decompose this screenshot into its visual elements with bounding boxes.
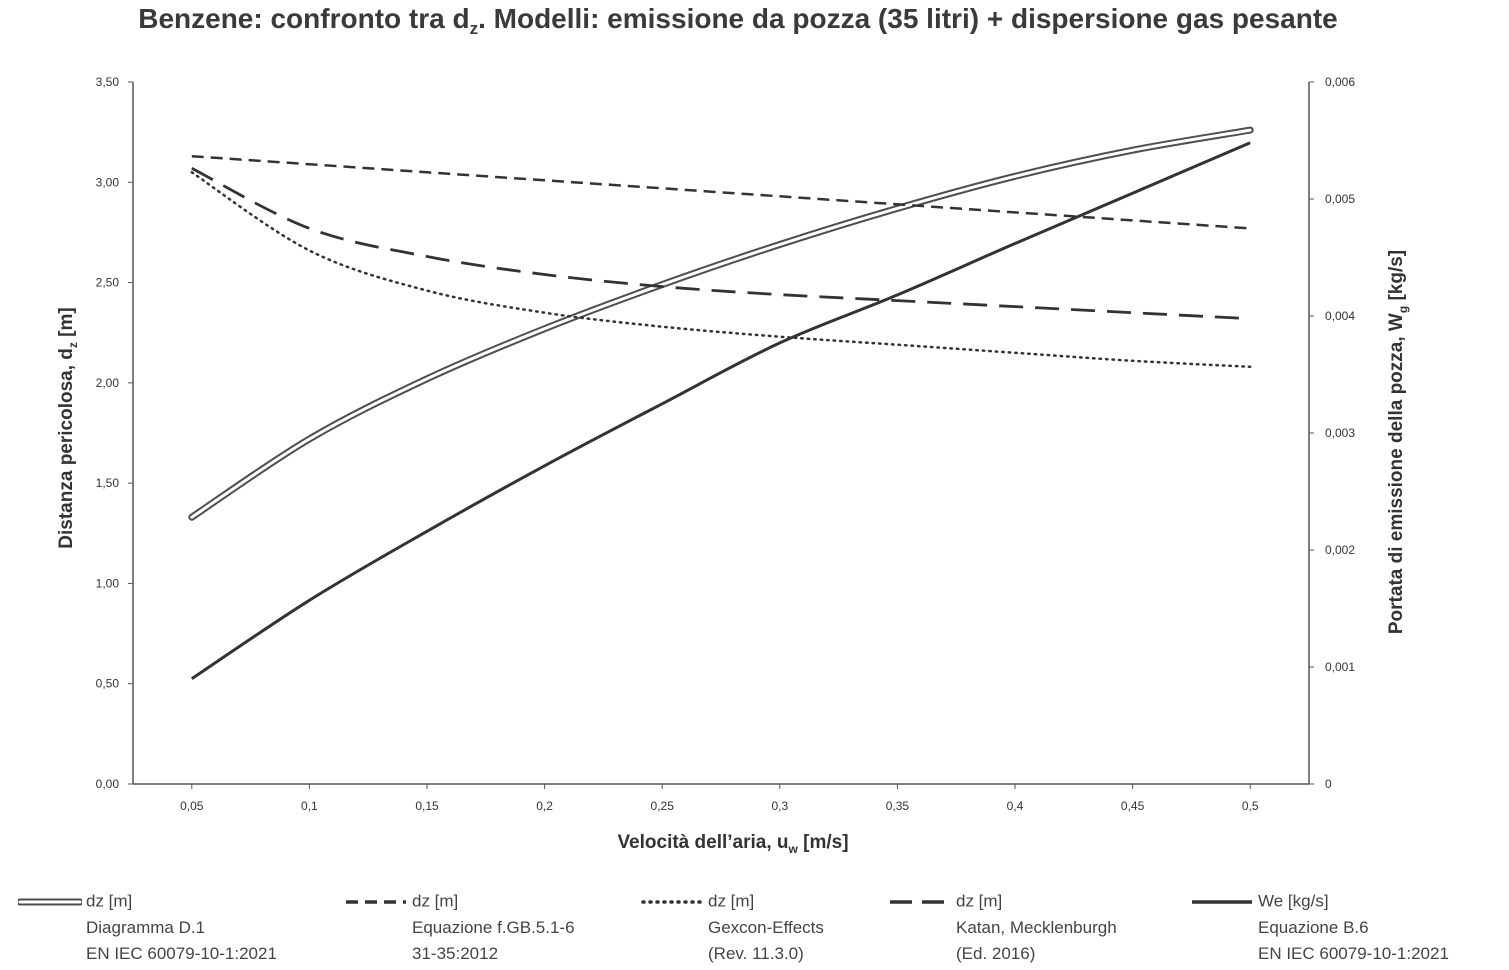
legend-line-2: (Ed. 2016)	[956, 943, 1036, 963]
x-tick-label: 0,05	[180, 799, 204, 813]
series-double-line	[188, 126, 1254, 521]
legend: dz [m] Diagramma D.1 EN IEC 60079-10-1:2…	[0, 888, 1509, 970]
legend-series-name: dz [m]	[956, 891, 1003, 911]
y-left-axis-label: Distanza pericolosa, dz [m]	[56, 307, 80, 548]
legend-series-name: dz [m]	[412, 891, 459, 911]
series-layer	[188, 126, 1254, 680]
y-right-tick-label: 0,003	[1325, 426, 1355, 440]
y-right-ticks: 0 0,001 0,002 0,003 0,004 0,005 0,006	[1309, 75, 1355, 791]
legend-item-katan: dz [m] Katan, Mecklenburgh (Ed. 2016)	[888, 888, 1117, 967]
legend-series-name: We [kg/s]	[1258, 891, 1329, 911]
y-left-tick-label: 2,00	[96, 376, 120, 390]
series-line-path	[190, 141, 1251, 680]
legend-swatch-solid	[1192, 899, 1252, 904]
legend-item-we: We [kg/s] Equazione B.6 EN IEC 60079-10-…	[1190, 888, 1449, 967]
legend-line-2: 31-35:2012	[412, 943, 499, 963]
legend-line-2: EN IEC 60079-10-1:2021	[1258, 943, 1449, 963]
series-dotted-line	[190, 171, 1252, 369]
y-right-tick-label: 0,002	[1325, 543, 1355, 557]
x-tick-label: 0,3	[771, 799, 788, 813]
y-right-axis-label: Portata di emissione della pozza, Wg [kg…	[1386, 250, 1410, 634]
legend-item-gexcon: dz [m] Gexcon-Effects (Rev. 11.3.0)	[640, 888, 824, 967]
x-tick-label: 0,15	[415, 799, 439, 813]
series-point	[1131, 311, 1134, 314]
chart-title: Benzene: confronto tra dz. Modelli: emis…	[138, 3, 1338, 38]
y-left-tick-label: 2,50	[96, 276, 120, 290]
x-tick-label: 0,5	[1242, 799, 1259, 813]
x-tick-label: 0,4	[1007, 799, 1024, 813]
legend-swatch-dashed	[346, 899, 406, 904]
x-axis-label: Velocità dell’aria, uw [m/s]	[617, 832, 848, 856]
x-tick-label: 0,25	[651, 799, 675, 813]
x-tick-label: 0,35	[886, 799, 910, 813]
series-point	[1249, 317, 1252, 320]
legend-line-1: Gexcon-Effects	[708, 917, 824, 937]
y-left-tick-label: 3,50	[96, 75, 120, 89]
legend-item-diagramma: dz [m] Diagramma D.1 EN IEC 60079-10-1:2…	[16, 888, 277, 967]
legend-swatch-dotted	[641, 899, 704, 904]
legend-item-equazione-gb: dz [m] Equazione f.GB.5.1-6 31-35:2012	[344, 888, 575, 967]
x-tick-label: 0,1	[301, 799, 318, 813]
y-right-tick-label: 0	[1325, 777, 1332, 791]
series-point	[778, 293, 781, 296]
series-dashed-line	[191, 154, 1252, 230]
series-line-inner	[190, 128, 1252, 519]
x-tick-label: 0,2	[536, 799, 553, 813]
legend-line-1: Katan, Mecklenburgh	[956, 917, 1117, 937]
series-longdash-line	[191, 166, 1252, 321]
legend-line-2: (Rev. 11.3.0)	[708, 943, 804, 963]
series-point	[661, 187, 664, 190]
y-right-tick-label: 0,004	[1325, 309, 1355, 323]
series-line-path	[191, 166, 1251, 321]
legend-series-name: dz [m]	[708, 891, 755, 911]
x-tick-label: 0,45	[1121, 799, 1145, 813]
legend-line-1: Equazione B.6	[1258, 917, 1369, 937]
series-solid-line	[190, 141, 1251, 680]
legend-line-1: Diagramma D.1	[86, 917, 206, 937]
series-line-path	[190, 171, 1252, 369]
legend-line-2: EN IEC 60079-10-1:2021	[86, 943, 277, 963]
legend-line-1: Equazione f.GB.5.1-6	[412, 917, 575, 937]
y-left-ticks: 0,00 0,50 1,00 1,50 2,00 2,50 3,00 3,50	[96, 75, 133, 791]
y-left-tick-label: 3,00	[96, 175, 120, 189]
x-ticks: 0,05 0,1 0,15 0,2 0,25 0,3 0,35 0,4 0,45 0,5	[180, 784, 1259, 813]
y-left-tick-label: 1,00	[96, 576, 120, 590]
y-right-tick-label: 0,005	[1325, 192, 1355, 206]
legend-series-name: dz [m]	[86, 891, 133, 911]
y-left-tick-label: 0,50	[96, 677, 120, 691]
legend-swatch-double	[16, 898, 84, 906]
y-right-tick-label: 0,001	[1325, 660, 1355, 674]
y-left-tick-label: 1,50	[96, 476, 120, 490]
legend-swatch-longdash	[890, 899, 950, 904]
series-line-outer	[188, 126, 1254, 521]
y-left-tick-label: 0,00	[96, 777, 120, 791]
chart-svg: Benzene: confronto tra dz. Modelli: emis…	[56, 3, 1410, 856]
y-right-tick-label: 0,006	[1325, 75, 1355, 89]
series-line-path	[191, 154, 1251, 230]
series-point	[1249, 227, 1252, 230]
